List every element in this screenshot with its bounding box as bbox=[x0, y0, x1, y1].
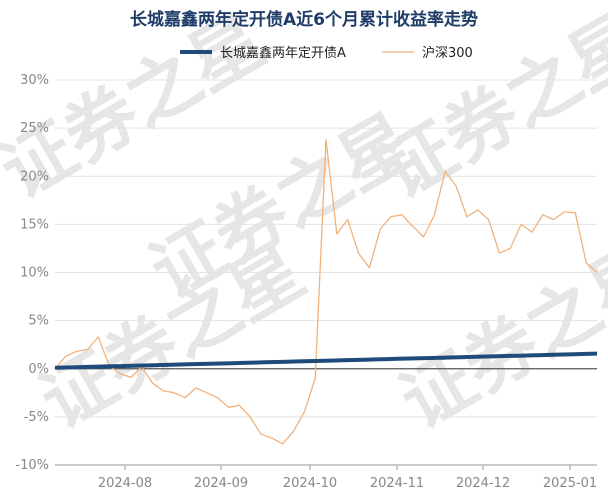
chart-title: 长城嘉鑫两年定开债A近6个月累计收益率走势 bbox=[130, 9, 478, 30]
y-tick-label-2: 20% bbox=[20, 169, 49, 184]
y-tick-label-7: -5% bbox=[24, 410, 49, 425]
y-tick-label-6: 0% bbox=[28, 362, 49, 377]
x-tick-label-4: 2024-12 bbox=[456, 476, 510, 491]
legend-label-fund: 长城嘉鑫两年定开债A bbox=[220, 45, 346, 61]
y-tick-label-3: 15% bbox=[20, 217, 49, 232]
legend-label-index: 沪深300 bbox=[422, 45, 473, 61]
x-tick-label-2: 2024-10 bbox=[283, 476, 337, 491]
series-line-index bbox=[54, 139, 598, 445]
x-tick-label-3: 2024-11 bbox=[370, 476, 424, 491]
watermark-text-3: 证券之星 bbox=[367, 0, 608, 215]
axes: 30% 25% 20% 15% 10% 5% 0% -5% -10% 2024-08 2024-09… bbox=[15, 73, 597, 491]
y-tick-label-1: 25% bbox=[20, 121, 49, 136]
x-tick-label-1: 2024-09 bbox=[194, 476, 248, 491]
watermark-text-4: 证券之星 bbox=[387, 228, 608, 445]
series-line-fund bbox=[54, 351, 598, 370]
x-tick-label-5: 2025-01 bbox=[543, 476, 597, 491]
legend: 长城嘉鑫两年定开债A 沪深300 bbox=[180, 45, 473, 61]
y-tick-label-0: 30% bbox=[20, 73, 49, 88]
y-tick-label-5: 5% bbox=[28, 314, 49, 329]
y-tick-label-8: -10% bbox=[15, 458, 49, 473]
series bbox=[54, 139, 598, 445]
x-tick-label-0: 2024-08 bbox=[98, 476, 152, 491]
y-tick-label-4: 10% bbox=[20, 266, 49, 281]
